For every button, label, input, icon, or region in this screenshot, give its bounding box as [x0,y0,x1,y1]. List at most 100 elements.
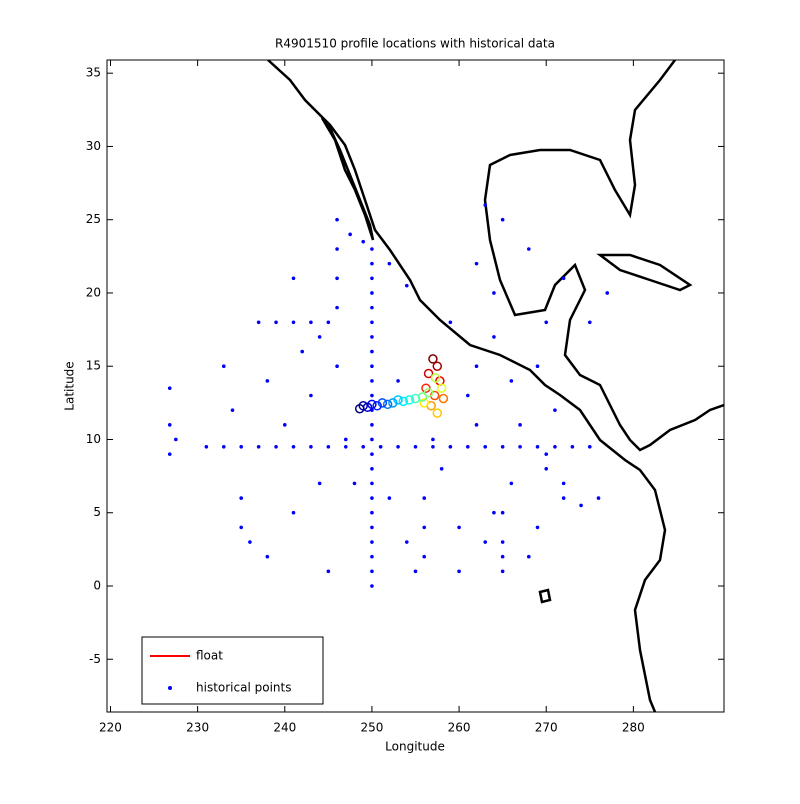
historical-point [291,276,296,281]
legend: float historical points [141,636,324,705]
historical-point [317,335,322,339]
historical-point [335,276,339,281]
historical-point [587,445,592,449]
y-tick-label: 15 [86,359,101,373]
historical-point [422,525,427,530]
historical-point [291,445,296,449]
historical-point [361,445,366,449]
historical-point [309,320,313,325]
y-axis-label: Latitude [63,361,77,410]
historical-point [605,291,610,295]
float-point [438,393,449,404]
historical-point [579,503,583,508]
historical-point [370,481,374,486]
historical-point [535,525,540,530]
historical-point [370,554,374,559]
historical-point [518,423,522,427]
historical-point [300,349,305,354]
historical-point [448,320,453,325]
historical-point [370,349,374,354]
historical-point [370,452,374,456]
historical-point [335,247,339,251]
float-point [377,398,388,408]
historical-point [291,510,296,515]
historical-point [544,452,549,456]
historical-point [413,445,418,449]
historical-point [561,276,566,281]
historical-point [553,445,557,449]
historical-point [370,437,374,442]
marks [167,203,610,588]
historical-point [265,379,270,383]
historical-point [570,445,575,449]
historical-point [465,393,470,398]
historical-point [492,510,496,515]
historical-point [500,217,505,222]
historical-point [500,569,505,574]
historical-point [474,364,479,369]
legend-swatch [168,686,172,690]
historical-point [483,203,488,207]
historical-point [370,335,374,339]
historical-point [457,569,461,574]
historical-point [474,261,479,266]
cuba [596,253,693,292]
historical-point [370,525,374,530]
historical-point [370,496,374,500]
historical-point [230,408,235,412]
historical-point [348,232,352,237]
historical-point [370,247,374,251]
float-point [398,396,409,407]
historical-point [326,445,331,449]
pacific-coast [267,60,667,712]
y-tick-label: 0 [93,578,101,592]
historical-point [492,335,496,339]
float-point [423,387,434,398]
historical-point [387,496,392,500]
y-tick-label: 5 [93,505,101,519]
historical-point [239,496,244,500]
float-point [432,408,443,418]
historical-point [404,540,409,544]
historical-point [370,291,374,295]
historical-point [256,445,261,449]
historical-point [239,525,244,530]
y-tick-label: 20 [86,285,101,299]
historical-point [553,408,557,412]
x-tick-label: 230 [186,721,209,735]
historical-point [326,320,331,325]
float-point [428,354,438,364]
historical-point [335,217,339,222]
historical-point [500,510,505,515]
historical-point [265,554,270,559]
y-tick-label: 10 [86,432,101,446]
historical-point [431,445,435,449]
float-point [432,361,443,371]
historical-point [509,379,514,383]
historical-point [561,496,566,500]
historical-point [518,445,522,449]
plot-area [106,59,725,713]
historical-point [370,305,374,310]
historical-point [335,305,339,310]
historical-point [335,364,339,369]
historical-point [483,540,488,544]
historical-point [474,423,479,427]
historical-point [361,239,366,244]
float-point [430,373,441,383]
baja-california [320,117,375,241]
historical-point [167,423,172,427]
historical-point [370,261,374,266]
historical-point [291,320,296,325]
x-tick-label: 220 [99,721,122,735]
historical-point [221,364,226,369]
historical-point [465,445,470,449]
x-tick-label: 280 [622,721,645,735]
historical-point [526,554,531,559]
historical-point [422,554,427,559]
historical-point [309,393,313,398]
historical-point [370,408,374,412]
historical-point [378,445,383,449]
historical-point [256,320,261,325]
legend-box [141,636,324,705]
